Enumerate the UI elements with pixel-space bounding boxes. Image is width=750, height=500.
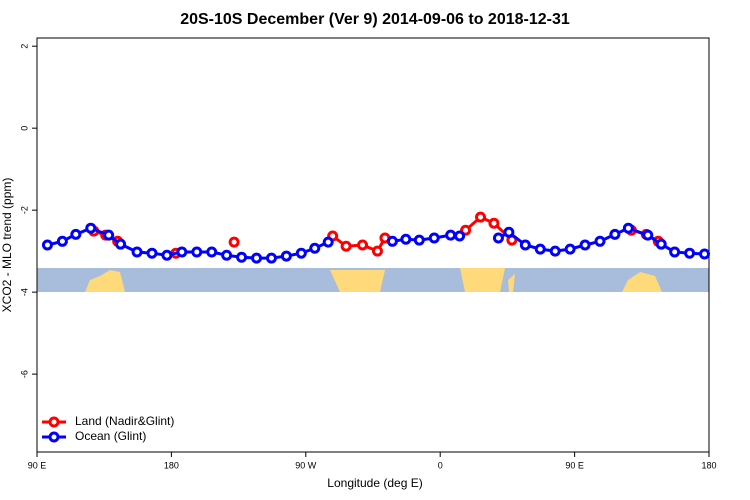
- y-axis-label: XCO2 - MLO trend (ppm): [0, 178, 14, 313]
- point: [221, 249, 233, 261]
- point: [488, 217, 500, 229]
- point: [228, 236, 240, 248]
- x-tick-label: 90 E: [565, 460, 584, 470]
- x-tick-label: 180: [164, 460, 179, 470]
- point: [609, 228, 621, 240]
- point: [131, 246, 143, 258]
- point: [371, 245, 383, 257]
- legend-marker: [48, 416, 60, 428]
- legend-marker: [48, 431, 60, 443]
- point: [534, 243, 546, 255]
- point: [400, 233, 412, 245]
- point: [669, 246, 681, 258]
- point: [176, 246, 188, 258]
- point: [579, 239, 591, 251]
- point: [454, 230, 466, 242]
- point: [699, 248, 711, 260]
- point: [340, 240, 352, 252]
- point: [549, 245, 561, 257]
- y-tick-label: -4: [19, 288, 29, 296]
- y-tick-label: 2: [19, 44, 29, 49]
- x-tick-label: 90 W: [295, 460, 317, 470]
- point: [503, 226, 515, 238]
- x-tick-label: 90 E: [28, 460, 47, 470]
- point: [206, 246, 218, 258]
- point: [146, 247, 158, 259]
- point: [594, 235, 606, 247]
- point: [280, 250, 292, 262]
- point: [655, 238, 667, 250]
- y-tick-label: 0: [19, 126, 29, 131]
- point: [322, 236, 334, 248]
- point: [85, 222, 97, 234]
- point: [622, 222, 634, 234]
- point: [564, 243, 576, 255]
- point: [115, 238, 127, 250]
- y-tick-label: -6: [19, 370, 29, 378]
- point: [684, 247, 696, 259]
- legend-label: Land (Nadir&Glint): [75, 414, 174, 428]
- plot-frame: [36, 37, 710, 453]
- point: [519, 239, 531, 251]
- point: [103, 229, 115, 241]
- map-strip: [37, 268, 709, 292]
- point: [357, 239, 369, 251]
- point: [56, 235, 68, 247]
- x-tick-label: 180: [701, 460, 716, 470]
- point: [428, 232, 440, 244]
- point: [265, 252, 277, 264]
- x-tick-label: 0: [438, 460, 443, 470]
- point: [236, 251, 248, 263]
- y-tick-label: -2: [19, 206, 29, 214]
- chart-title: 20S-10S December (Ver 9) 2014-09-06 to 2…: [180, 11, 570, 28]
- point: [70, 228, 82, 240]
- point: [413, 234, 425, 246]
- point: [492, 232, 504, 244]
- point: [41, 239, 53, 251]
- point: [445, 229, 457, 241]
- legend-label: Ocean (Glint): [75, 429, 146, 443]
- point: [295, 247, 307, 259]
- point: [251, 252, 263, 264]
- x-axis-label: Longitude (deg E): [327, 476, 422, 490]
- point: [191, 246, 203, 258]
- point: [161, 249, 173, 261]
- point: [386, 235, 398, 247]
- point: [475, 211, 487, 223]
- point: [309, 242, 321, 254]
- point: [642, 229, 654, 241]
